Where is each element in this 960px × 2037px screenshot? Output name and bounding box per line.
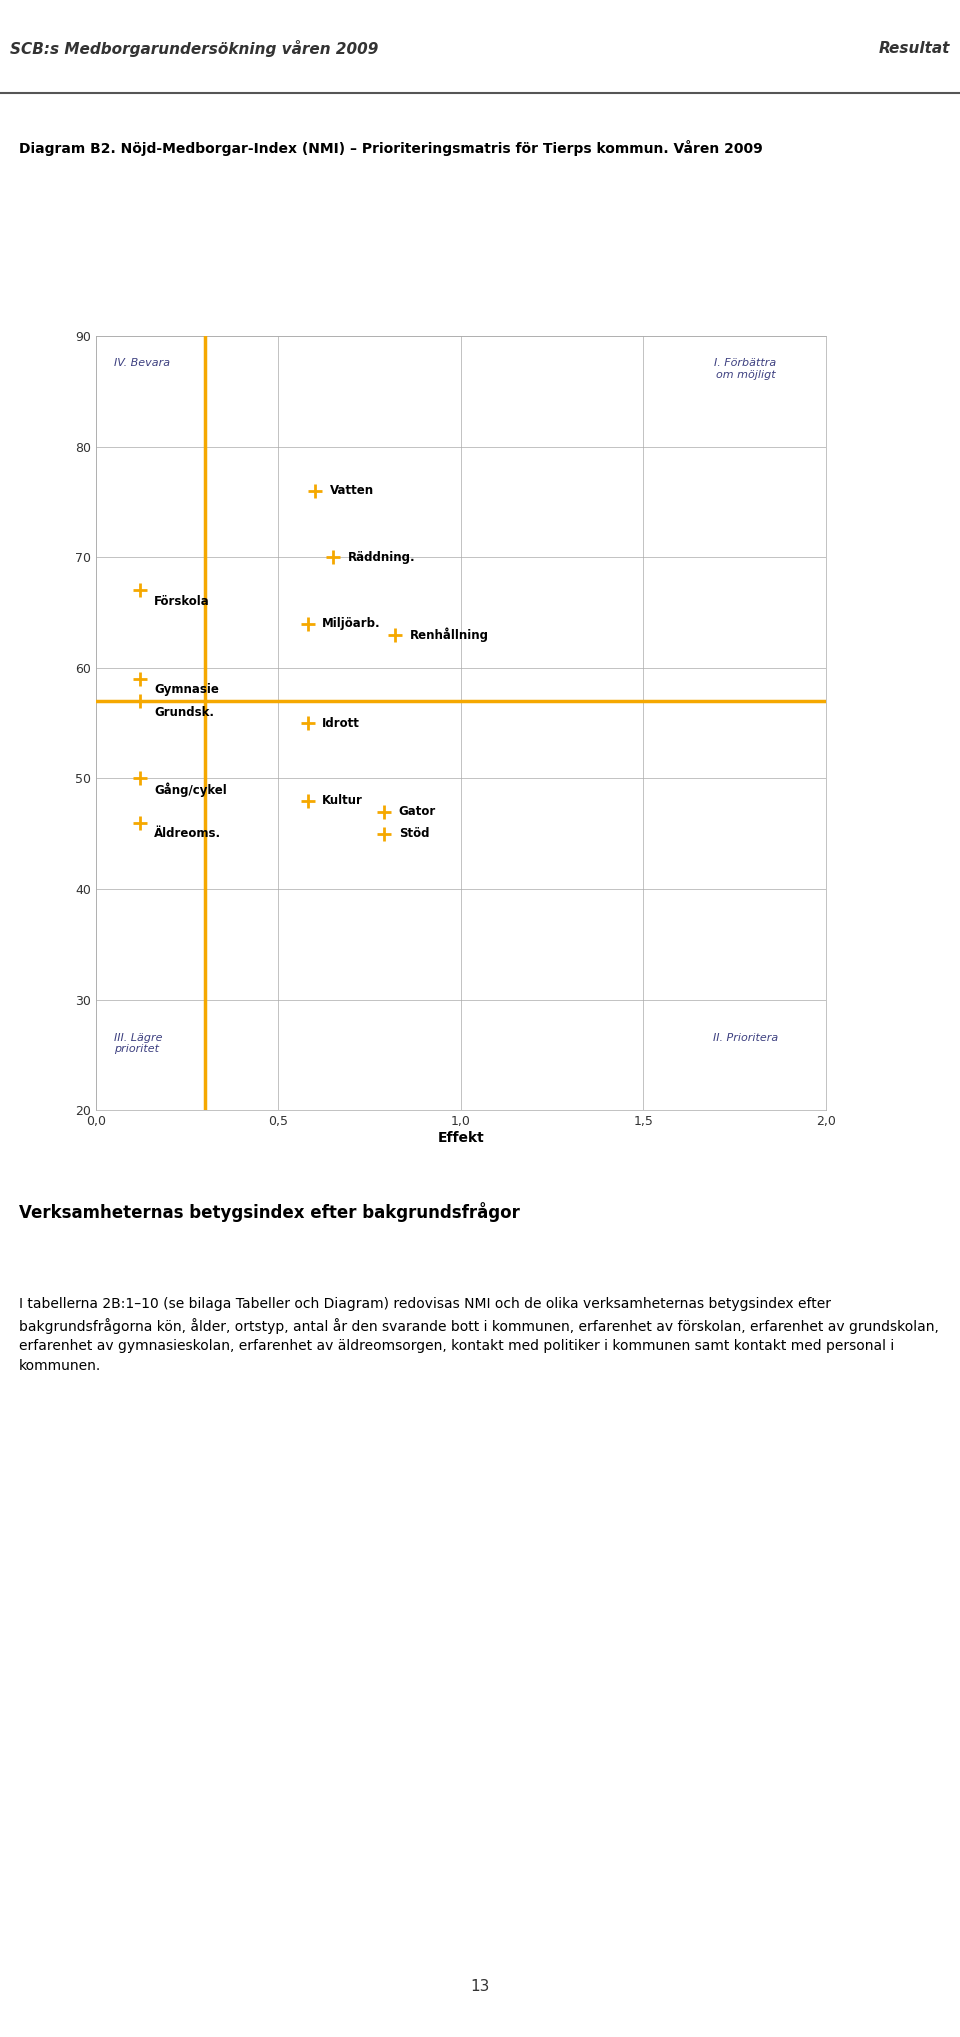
Point — [388, 619, 403, 652]
Text: Förskola: Förskola — [155, 595, 210, 607]
Text: Grundsk.: Grundsk. — [155, 705, 214, 719]
Text: I tabellerna 2B:1–10 (se bilaga Tabeller och Diagram) redovisas NMI och de olika: I tabellerna 2B:1–10 (se bilaga Tabeller… — [19, 1298, 939, 1373]
Text: Kultur: Kultur — [323, 794, 363, 807]
Text: III. Lägre
prioritet: III. Lägre prioritet — [114, 1033, 163, 1055]
Text: Äldreoms.: Äldreoms. — [155, 827, 222, 839]
Text: Gång/cykel: Gång/cykel — [155, 782, 228, 796]
Text: Gymnasie: Gymnasie — [155, 684, 219, 697]
Text: Tierps kommun: Tierps kommun — [757, 261, 913, 279]
Text: Gator: Gator — [398, 805, 436, 819]
Point — [376, 817, 392, 849]
X-axis label: Effekt: Effekt — [438, 1131, 484, 1145]
Text: Idrott: Idrott — [323, 717, 360, 729]
Point — [132, 662, 148, 695]
Point — [132, 574, 148, 607]
Text: Stöd: Stöd — [398, 827, 429, 839]
Text: Räddning.: Räddning. — [348, 550, 416, 564]
Text: Diagram B2. Nöjd-Medborgar-Index (NMI) – Prioriteringsmatris för Tierps kommun. : Diagram B2. Nöjd-Medborgar-Index (NMI) –… — [19, 141, 763, 155]
Text: IV. Bevara: IV. Bevara — [114, 359, 170, 369]
Text: Renhållning: Renhållning — [410, 627, 489, 642]
Text: Verksamheternas betygsindex efter bakgrundsfrågor: Verksamheternas betygsindex efter bakgru… — [19, 1202, 520, 1222]
Point — [132, 684, 148, 717]
Point — [300, 607, 315, 640]
Text: Vatten: Vatten — [329, 485, 373, 497]
Text: 13: 13 — [470, 1978, 490, 1994]
Point — [325, 542, 341, 574]
Text: Betygsindex: Betygsindex — [47, 336, 144, 350]
Point — [132, 807, 148, 839]
Text: I. Förbättra
om möjligt: I. Förbättra om möjligt — [714, 359, 777, 379]
Point — [307, 475, 323, 507]
Point — [300, 784, 315, 817]
Point — [300, 707, 315, 739]
Point — [376, 794, 392, 827]
Text: II. Prioritera: II. Prioritera — [712, 1033, 778, 1043]
Text: Miljöarb.: Miljöarb. — [323, 617, 381, 629]
Point — [132, 762, 148, 794]
Text: Resultat: Resultat — [879, 41, 950, 57]
Text: SCB:s Medborgarundersökning våren 2009: SCB:s Medborgarundersökning våren 2009 — [10, 41, 378, 57]
